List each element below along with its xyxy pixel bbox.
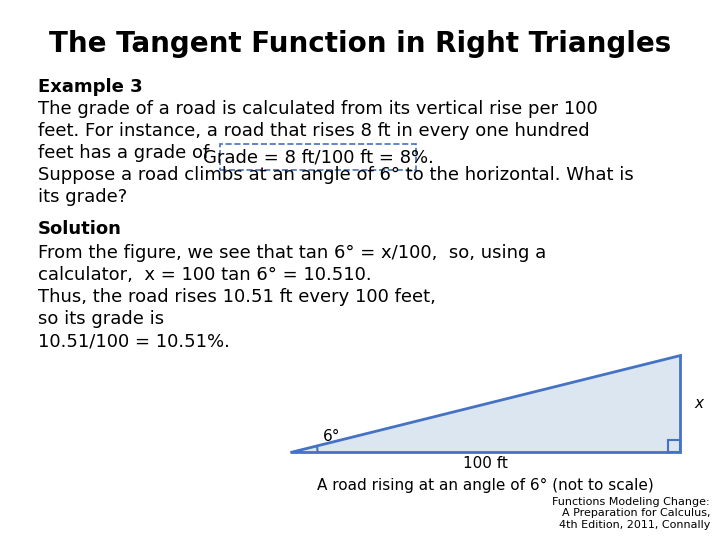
Text: its grade?: its grade? [38, 188, 127, 206]
FancyBboxPatch shape [220, 144, 416, 170]
Text: Functions Modeling Change:
A Preparation for Calculus,
4th Edition, 2011, Connal: Functions Modeling Change: A Preparation… [552, 497, 710, 530]
Text: Solution: Solution [38, 220, 122, 238]
Text: From the figure, we see that tan 6° = x/100,  so, using a: From the figure, we see that tan 6° = x/… [38, 244, 546, 262]
Text: feet has a grade of: feet has a grade of [38, 144, 210, 162]
Polygon shape [290, 355, 680, 452]
Text: Example 3: Example 3 [38, 78, 143, 96]
Text: Grade = 8 ft/100 ft = 8%.: Grade = 8 ft/100 ft = 8%. [202, 148, 433, 166]
Text: 10.51/100 = 10.51%.: 10.51/100 = 10.51%. [38, 332, 230, 350]
Text: 6°: 6° [323, 429, 341, 444]
Text: x: x [694, 396, 703, 411]
Text: Thus, the road rises 10.51 ft every 100 feet,: Thus, the road rises 10.51 ft every 100 … [38, 288, 436, 306]
Text: The grade of a road is calculated from its vertical rise per 100: The grade of a road is calculated from i… [38, 100, 598, 118]
Text: A road rising at an angle of 6° (not to scale): A road rising at an angle of 6° (not to … [317, 478, 653, 493]
Text: Suppose a road climbs at an angle of 6° to the horizontal. What is: Suppose a road climbs at an angle of 6° … [38, 166, 634, 184]
Text: so its grade is: so its grade is [38, 310, 164, 328]
Text: 100 ft: 100 ft [462, 456, 508, 471]
Text: feet. For instance, a road that rises 8 ft in every one hundred: feet. For instance, a road that rises 8 … [38, 122, 590, 140]
Text: calculator,  x = 100 tan 6° = 10.510.: calculator, x = 100 tan 6° = 10.510. [38, 266, 372, 284]
Text: The Tangent Function in Right Triangles: The Tangent Function in Right Triangles [49, 30, 671, 58]
